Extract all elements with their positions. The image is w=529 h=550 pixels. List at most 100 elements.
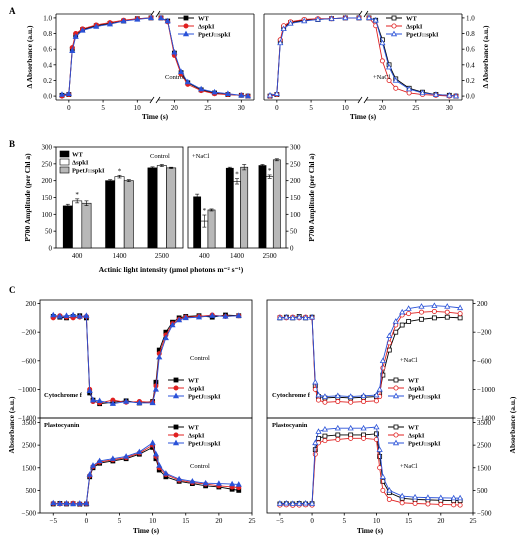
data-point: [198, 85, 205, 92]
legend-label: WT: [72, 152, 84, 159]
axis-break-mark: [155, 10, 161, 18]
y-tick-label: 0.6: [466, 46, 475, 54]
data-point: [457, 502, 463, 508]
data-point: [149, 439, 156, 446]
data-point: [361, 435, 367, 441]
y-tick-label: 0: [49, 245, 53, 253]
legend-marker: [183, 23, 189, 29]
legend-swatch: [59, 158, 70, 166]
legend-marker: [390, 30, 398, 37]
data-point: [211, 88, 218, 95]
data-point: [89, 462, 97, 468]
series-line: [279, 315, 461, 399]
data-point: [58, 91, 66, 97]
y-axis-label: P700 Amplitude (per Chl a): [307, 153, 316, 242]
series-line: [53, 314, 239, 405]
data-point: [136, 448, 143, 455]
axis-break-mark: [357, 96, 363, 104]
data-point: [312, 451, 318, 457]
legend-marker: [173, 377, 179, 383]
data-point: [96, 397, 103, 404]
data-point: [152, 450, 160, 457]
y-tick-label: 100: [42, 211, 53, 219]
x-tick-label: 5: [101, 104, 105, 112]
y-tick-label: 200: [42, 177, 53, 185]
legend-label: WT: [406, 16, 418, 23]
bar: [240, 166, 249, 249]
x-axis-label: Time (s): [133, 526, 160, 535]
x-tick-label: 20: [437, 517, 445, 525]
data-point: [438, 501, 444, 507]
series-line: [279, 426, 461, 505]
y-tick-label: 0.4: [466, 61, 475, 69]
y-tick-label: 0.0: [43, 93, 52, 101]
data-point: [335, 399, 341, 405]
data-point: [202, 479, 209, 486]
y-tick-label: 1.0: [466, 14, 475, 22]
data-point: [335, 432, 341, 438]
y-tick-label: −500: [22, 510, 37, 518]
data-point: [176, 316, 183, 323]
data-point: [335, 436, 341, 442]
data-point: [379, 58, 385, 64]
data-point: [314, 16, 322, 22]
data-point: [406, 311, 412, 317]
annotation: +NaCl: [400, 463, 418, 470]
data-point: [120, 17, 127, 24]
data-point: [162, 334, 169, 341]
data-point: [308, 313, 316, 320]
bar: [114, 176, 125, 249]
data-point: [405, 305, 412, 311]
series-label: Plastocyanin: [272, 422, 308, 429]
legend-label: WT: [408, 425, 420, 432]
bar: [193, 196, 202, 249]
legend-label: PpetJ::spkI: [188, 441, 221, 448]
data-point: [385, 63, 393, 70]
data-point: [156, 353, 163, 360]
data-point: [123, 398, 130, 404]
data-point: [437, 494, 444, 501]
series-line: [53, 442, 239, 505]
data-point: [361, 399, 367, 405]
x-tick-label: 25: [249, 517, 257, 525]
x-tick-label: 10: [342, 104, 350, 112]
legend-marker: [172, 392, 180, 399]
data-point: [177, 68, 185, 75]
legend-label: WT: [408, 378, 420, 385]
x-tick-label: 0: [275, 104, 279, 112]
data-point: [406, 85, 413, 92]
data-point: [457, 494, 464, 501]
x-tick-label: 400: [72, 252, 83, 260]
x-tick-label: 0: [310, 517, 314, 525]
data-point: [348, 399, 354, 405]
legend-label: WT: [188, 425, 200, 432]
chart-C-pc-control: 3500 2500 1500 500 −500 −5 0 5 10 15 20 25 Time (s) P…: [22, 417, 257, 535]
data-point: [83, 499, 90, 506]
data-point: [450, 494, 457, 501]
data-point: [50, 499, 57, 506]
data-point: [289, 314, 296, 321]
data-point: [431, 315, 437, 321]
x-tick-label: 10: [134, 104, 142, 112]
data-point: [70, 500, 77, 507]
y-tick-label: 150: [42, 194, 53, 202]
x-tick-label: 400: [199, 252, 210, 260]
data-point: [273, 90, 280, 96]
series-line: [53, 446, 239, 505]
data-point: [386, 332, 393, 338]
y-tick-label: 300: [42, 144, 53, 152]
chart-B-control: 0 50 100 150 200 250 300 400 1400 2500 * * P700 Ampl…: [23, 144, 184, 260]
panel-label-A: A: [9, 6, 16, 16]
data-point: [69, 47, 76, 53]
data-point: [184, 78, 191, 85]
data-point: [65, 90, 72, 96]
series-line: [279, 310, 461, 403]
data-point: [86, 471, 93, 477]
data-point: [424, 494, 432, 500]
data-point: [393, 85, 399, 91]
data-point: [76, 313, 83, 319]
y-tick-label: 250: [42, 160, 53, 168]
y-tick-label: 500: [26, 487, 37, 495]
legend-marker: [393, 385, 399, 391]
x-tick-label: 1400: [113, 252, 128, 260]
